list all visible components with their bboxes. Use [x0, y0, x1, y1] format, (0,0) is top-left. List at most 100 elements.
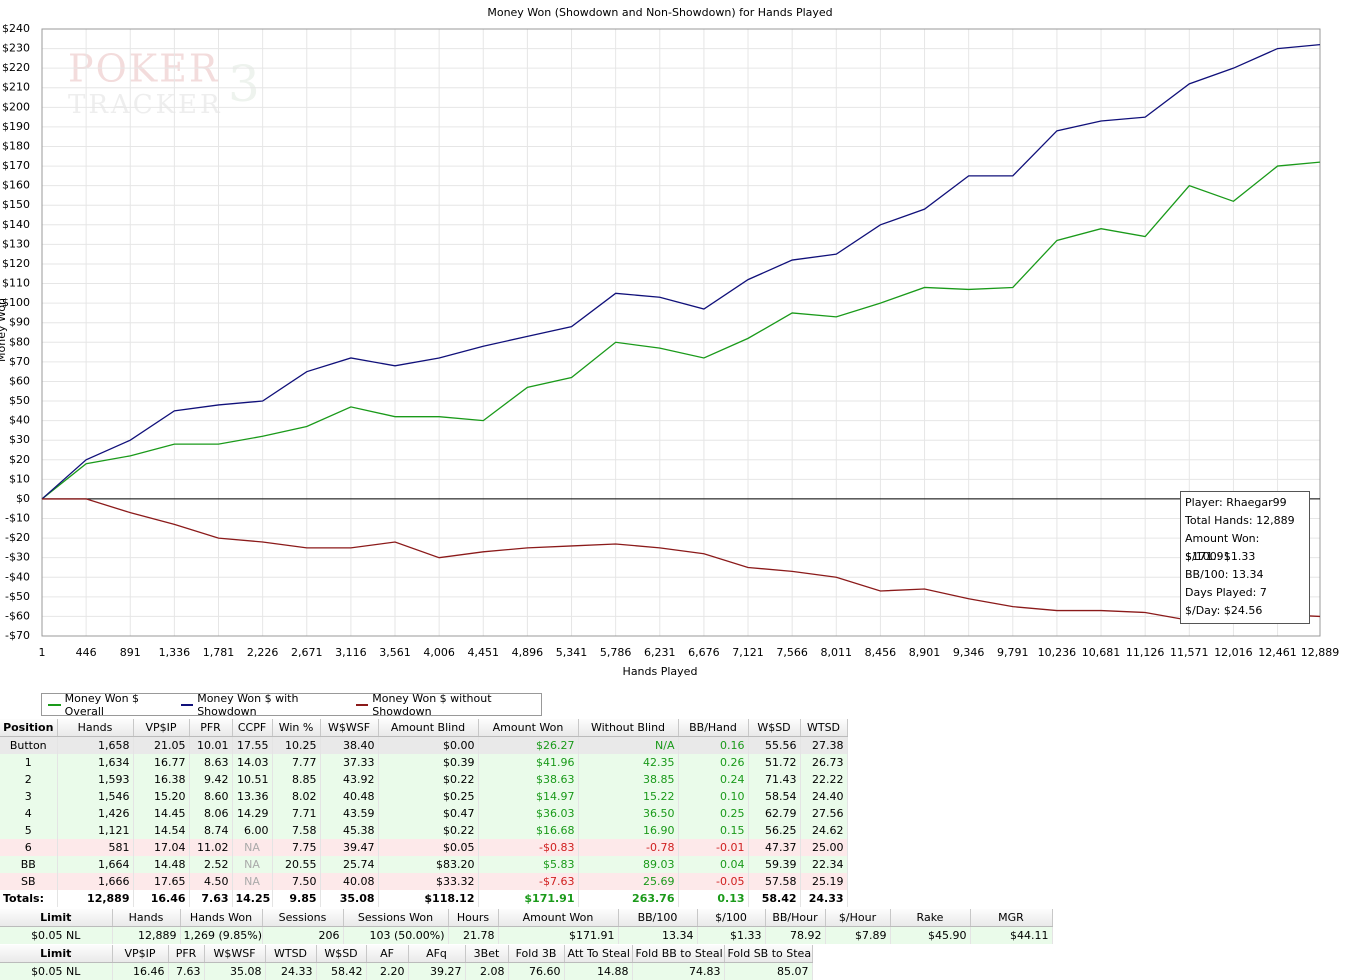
table-row: $0.05 NL 12,889 1,269 (9.85%) 206 103 (50.00… — [0, 926, 1053, 944]
table-cell: $118.12 — [378, 890, 479, 907]
table-cell: 38.40 — [320, 736, 379, 754]
x-tick-label: 3,561 — [379, 646, 411, 659]
table-cell: $7.89 — [825, 926, 891, 944]
table-cell: 581 — [57, 839, 134, 856]
legend-item: Money Won $ without Showdown — [355, 692, 537, 718]
table-cell: 16.46 — [112, 962, 169, 980]
table-cell: 24.40 — [800, 788, 848, 805]
table-cell: 7.63 — [168, 962, 205, 980]
column-header: Position — [0, 719, 58, 737]
y-tick-label: $80 — [9, 335, 30, 348]
y-tick-label: $100 — [2, 296, 30, 309]
legend-swatch — [48, 703, 61, 706]
table-cell: $0.05 — [378, 839, 479, 856]
x-tick-label: 8,901 — [909, 646, 941, 659]
y-tick-label: $180 — [2, 139, 30, 152]
limit-table: Limit Hands Hands Won Sessions Sessions Won H… — [0, 909, 1053, 944]
y-tick-label: $220 — [2, 61, 30, 74]
table-cell: $26.27 — [478, 736, 579, 754]
table-cell: 103 (50.00%) — [343, 926, 449, 944]
table-cell: $45.90 — [890, 926, 971, 944]
header-row: Position Hands VP$IP PFR CCPF Win % W$WSF Amoun… — [0, 719, 848, 737]
table-cell: 14.54 — [133, 822, 190, 839]
table-cell: 4 — [0, 805, 58, 822]
table-cell: $0.22 — [378, 822, 479, 839]
plot-border — [41, 28, 1321, 637]
table-cell: Totals: — [0, 890, 58, 907]
data-line — [41, 44, 1321, 500]
table-cell: $0.05 NL — [0, 962, 113, 980]
x-tick-label: 5,341 — [556, 646, 588, 659]
table-cell: 24.33 — [800, 890, 848, 907]
column-header: VP$IP — [112, 945, 169, 963]
position-table: Position Hands VP$IP PFR CCPF Win % W$WSF Amoun… — [0, 719, 848, 907]
table-cell: 58.42 — [316, 962, 367, 980]
table-cell: 15.20 — [133, 788, 190, 805]
y-tick-label: $60 — [9, 374, 30, 387]
table-row: $0.05 NL 16.46 7.63 35.08 24.33 58.42 2.20 39.2… — [0, 962, 813, 980]
column-header: MGR — [970, 909, 1053, 927]
column-header: Limit — [0, 945, 113, 963]
table-cell: 1,658 — [57, 736, 134, 754]
tooltip-line: Amount Won: $171.91 — [1185, 532, 1260, 563]
y-tick-label: -$60 — [5, 609, 30, 622]
table-cell: 0.24 — [678, 771, 749, 788]
tooltip-line: Player: Rhaegar99 — [1185, 496, 1287, 509]
x-tick-label: 891 — [120, 646, 141, 659]
watermark: TRACKER — [68, 90, 223, 120]
table-cell: 27.38 — [800, 736, 848, 754]
column-header: W$WSF — [204, 945, 266, 963]
header-row: Limit Hands Hands Won Sessions Sessions Won H… — [0, 909, 1053, 927]
x-tick-label: 9,791 — [997, 646, 1029, 659]
table-cell: 38.85 — [578, 771, 679, 788]
table-cell: 43.59 — [320, 805, 379, 822]
table-cell: 7.58 — [272, 822, 321, 839]
data-line — [41, 161, 1321, 500]
column-header: PFR — [168, 945, 205, 963]
table-cell: 51.72 — [748, 754, 801, 771]
table-cell: $14.97 — [478, 788, 579, 805]
table-cell: -$7.63 — [478, 873, 579, 890]
table-cell: 8.63 — [189, 754, 233, 771]
x-tick-label: 1,336 — [159, 646, 191, 659]
y-tick-label: $30 — [9, 433, 30, 446]
x-tick-label: 2,671 — [291, 646, 323, 659]
table-cell: 1,634 — [57, 754, 134, 771]
table-cell: 47.37 — [748, 839, 801, 856]
legend-item: Money Won $ Overall — [48, 692, 171, 718]
table-cell: NA — [232, 856, 273, 873]
table-cell: 36.50 — [578, 805, 679, 822]
table-cell: $0.05 NL — [0, 926, 113, 944]
table-cell: 2.08 — [465, 962, 509, 980]
x-tick-label: 1,781 — [203, 646, 235, 659]
table-cell: 57.58 — [748, 873, 801, 890]
table-row: 1 1,634 16.77 8.63 14.03 7.77 37.33 $0.39 $41.96… — [0, 754, 848, 771]
table-cell: 3 — [0, 788, 58, 805]
column-header: Hands — [112, 909, 181, 927]
table-cell: 21.78 — [448, 926, 499, 944]
x-tick-label: 7,566 — [776, 646, 808, 659]
column-header: WTSD — [800, 719, 848, 737]
x-tick-label: 6,676 — [688, 646, 720, 659]
table-cell: 39.47 — [320, 839, 379, 856]
y-axis-label: Money Won — [0, 298, 8, 362]
table-cell: NA — [232, 873, 273, 890]
table-cell: 20.55 — [272, 856, 321, 873]
table-row: SB 1,666 17.65 4.50 NA 7.50 40.08 $33.32 -$7.63 2… — [0, 873, 848, 890]
x-tick-label: 10,681 — [1082, 646, 1121, 659]
table-cell: $38.63 — [478, 771, 579, 788]
y-tick-label: $20 — [9, 453, 30, 466]
table-cell: 1,546 — [57, 788, 134, 805]
table-cell: 74.83 — [632, 962, 725, 980]
y-tick-label: $240 — [2, 22, 30, 35]
table-cell: SB — [0, 873, 58, 890]
table-cell: 9.85 — [272, 890, 321, 907]
table-cell: 17.55 — [232, 736, 273, 754]
table-cell: 8.06 — [189, 805, 233, 822]
table-cell: 16.90 — [578, 822, 679, 839]
table-row: 3 1,546 15.20 8.60 13.36 8.02 40.48 $0.25 $14.97… — [0, 788, 848, 805]
table-cell: 0.13 — [678, 890, 749, 907]
column-header: Hands — [57, 719, 134, 737]
table-cell: 14.48 — [133, 856, 190, 873]
x-tick-label: 8,456 — [865, 646, 897, 659]
